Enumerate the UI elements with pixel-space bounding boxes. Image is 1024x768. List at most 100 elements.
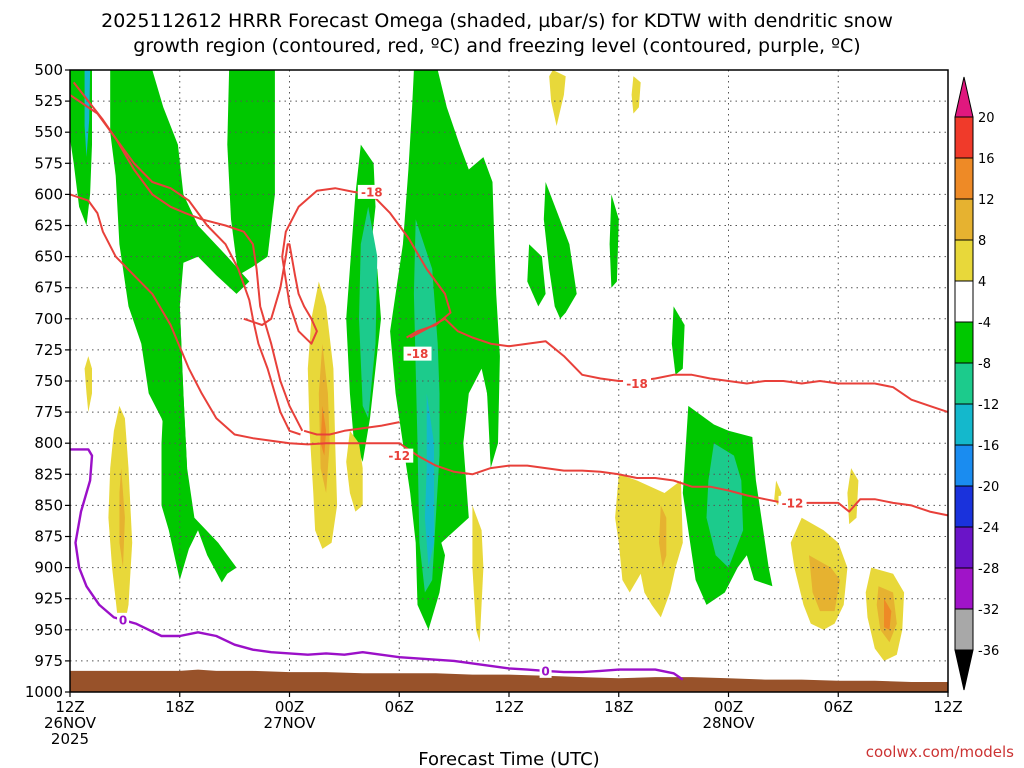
x-tick-label: 06Z [824, 698, 853, 716]
x-tick-label: 18Z [604, 698, 633, 716]
colorbar-label: -4 [978, 316, 991, 331]
x-tick-label: 12Z [494, 698, 523, 716]
omega-shaded-region [543, 182, 577, 319]
colorbar-label: 20 [978, 111, 995, 126]
y-tick-label: 900 [34, 559, 63, 577]
contour-label: 0 [541, 664, 549, 678]
colorbar: 20 16 12 8 4 -4 -8 -12 -16 -20 -24 -28 -32 -36 [954, 76, 999, 691]
x-tick-label: 12Z [933, 698, 962, 716]
colorbar-bin [954, 116, 974, 159]
colorbar-bin [954, 608, 974, 651]
x-axis-title: Forecast Time (UTC) [418, 749, 599, 768]
y-tick-label: 625 [34, 217, 63, 235]
dendritic-contour [72, 81, 304, 432]
omega-shaded-region [424, 393, 434, 568]
x-tick-label: 00Z [275, 698, 304, 716]
omega-shaded-region [609, 194, 619, 288]
contour-label-bg [539, 663, 552, 678]
x-tick-label: 00Z [714, 698, 743, 716]
omega-shaded-region [84, 356, 92, 413]
omega-shaded-region [346, 430, 363, 512]
y-tick-label: 550 [34, 123, 63, 141]
omega-shaded-region [84, 70, 91, 158]
colorbar-bin [954, 280, 974, 323]
omega-shaded-region [631, 76, 641, 114]
omega-shaded-region [483, 306, 493, 406]
y-tick-label: 500 [34, 61, 63, 79]
contour-label-bg [623, 376, 652, 391]
plot-area: -18 -18 -18 -12 -12 0 0 500 525 550 575 600 625 650 67… [25, 61, 963, 748]
omega-shaded-region [659, 505, 667, 568]
contour-label: -18 [361, 185, 383, 199]
omega-shaded-region [847, 468, 859, 525]
colorbar-label: 12 [978, 193, 995, 208]
y-tick-label: 575 [34, 154, 63, 172]
colorbar-bin [954, 485, 974, 528]
contour-label-bg [357, 184, 386, 199]
contour-label: -18 [626, 377, 648, 391]
freezing-level-contour [70, 448, 684, 681]
colorbar-label: -32 [978, 603, 999, 618]
colorbar-top-triangle [954, 76, 974, 118]
y-tick-label: 950 [34, 621, 63, 639]
omega-shaded-region [472, 505, 484, 643]
y-tick-label: 600 [34, 185, 63, 203]
y-tick-label: 800 [34, 434, 63, 452]
colorbar-bin [954, 362, 974, 405]
colorbar-label: -16 [978, 439, 999, 454]
colorbar-bin [954, 526, 974, 569]
x-tick-label: 27NOV [263, 714, 316, 732]
dendritic-contour [69, 94, 301, 436]
colorbar-bin [954, 567, 974, 610]
y-tick-label: 725 [34, 341, 63, 359]
x-tick-label: 26NOV [44, 714, 97, 732]
y-tick-label: 1000 [25, 683, 63, 701]
contour-label-bg [403, 346, 432, 361]
y-tick-label: 775 [34, 403, 63, 421]
y-tick-label: 700 [34, 310, 63, 328]
chart-title-line1: 2025112612 HRRR Forecast Omega (shaded, … [101, 10, 893, 32]
chart-title-line2: growth region (contoured, red, ºC) and f… [133, 35, 860, 57]
colorbar-bottom-triangle [954, 649, 974, 691]
colorbar-label: -36 [978, 644, 999, 659]
contour-label: 0 [119, 613, 127, 627]
x-tick-label: 06Z [385, 698, 414, 716]
contour-label-bg [385, 448, 414, 463]
x-tick-label: 28NOV [702, 714, 755, 732]
y-tick-label: 875 [34, 528, 63, 546]
dendritic-contour [409, 317, 949, 414]
y-tick-label: 850 [34, 496, 63, 514]
colorbar-label: -12 [978, 398, 999, 413]
contour-label-bg [117, 612, 130, 627]
colorbar-bin [954, 321, 974, 364]
colorbar-bin [954, 239, 974, 282]
omega-shaded-region [549, 70, 566, 126]
colorbar-bin [954, 198, 974, 241]
y-tick-label: 525 [34, 92, 63, 110]
colorbar-label: 8 [978, 234, 986, 249]
contour-label: -18 [407, 347, 429, 361]
y-tick-label: 925 [34, 590, 63, 608]
x-tick-label: 2025 [51, 730, 89, 748]
credit-text[interactable]: coolwx.com/models [866, 743, 1014, 761]
omega-shaded-region [615, 474, 683, 618]
omega-shaded-region [119, 468, 125, 568]
contour-label: -12 [388, 449, 410, 463]
dendritic-contour [243, 187, 452, 345]
colorbar-label: -20 [978, 480, 999, 495]
dendritic-contour [69, 193, 949, 517]
colorbar-label: -28 [978, 562, 999, 577]
colorbar-label: -8 [978, 357, 991, 372]
colorbar-label: 4 [978, 275, 986, 290]
omega-shaded-region [809, 555, 841, 612]
omega-shaded-region [671, 306, 685, 375]
y-tick-label: 750 [34, 372, 63, 390]
colorbar-bin [954, 444, 974, 487]
colorbar-label: 16 [978, 152, 995, 167]
contour-label: -12 [782, 496, 804, 510]
contour-label-bg [778, 495, 807, 510]
omega-shaded-region [527, 244, 546, 307]
terrain-fill [70, 669, 948, 692]
x-tick-label: 12Z [55, 698, 84, 716]
